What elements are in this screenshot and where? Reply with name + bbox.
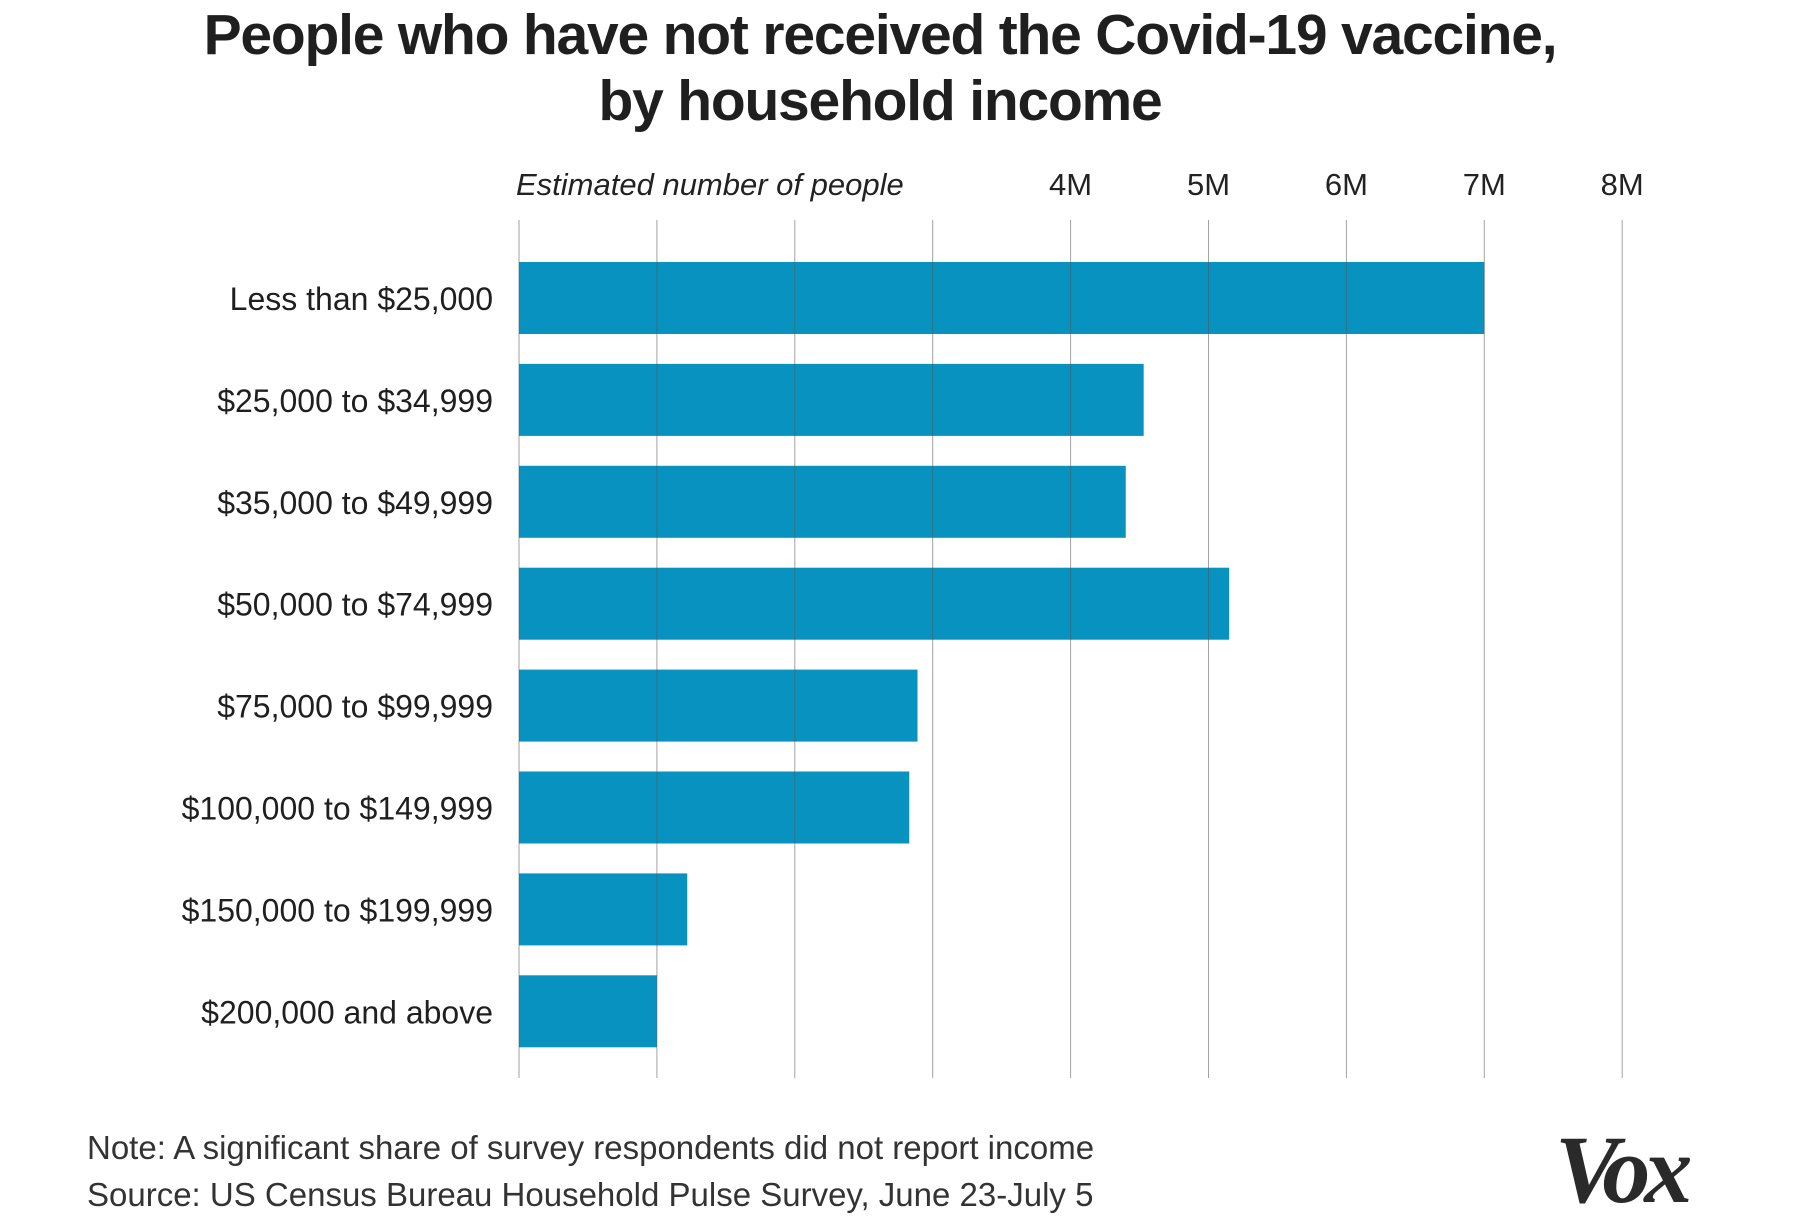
vox-logo: Vox bbox=[1555, 1116, 1692, 1223]
chart-title-line-1: People who have not received the Covid-1… bbox=[203, 3, 1558, 67]
chart-title: People who have not received the Covid-1… bbox=[0, 2, 1760, 134]
category-label-2: $35,000 to $49,999 bbox=[217, 485, 493, 521]
chart-title-line-2: by household income bbox=[598, 69, 1162, 133]
label-layer: Less than $25,000 $25,000 to $34,999 $35,0… bbox=[182, 167, 1644, 1030]
category-label-3: $50,000 to $74,999 bbox=[217, 587, 493, 623]
bar-4 bbox=[519, 669, 918, 742]
category-label-7: $200,000 and above bbox=[201, 994, 493, 1030]
bar-2 bbox=[519, 465, 1126, 538]
tick-label-3: 7M bbox=[1463, 167, 1506, 202]
grid-layer bbox=[518, 220, 1623, 1078]
tick-label-2: 6M bbox=[1325, 167, 1368, 202]
axis-label: Estimated number of people bbox=[516, 167, 904, 202]
bar-7 bbox=[519, 975, 657, 1048]
bar-6 bbox=[519, 873, 688, 946]
tick-label-1: 5M bbox=[1187, 167, 1230, 202]
category-label-0: Less than $25,000 bbox=[230, 281, 493, 317]
bar-5 bbox=[519, 771, 910, 844]
bar-1 bbox=[519, 363, 1144, 436]
tick-label-4: 8M bbox=[1601, 167, 1644, 202]
bar-3 bbox=[519, 567, 1230, 640]
footer-source: Source: US Census Bureau Household Pulse… bbox=[87, 1176, 1094, 1213]
category-label-4: $75,000 to $99,999 bbox=[217, 689, 493, 725]
footer-note: Note: A significant share of survey resp… bbox=[87, 1129, 1095, 1166]
tick-label-0: 4M bbox=[1049, 167, 1092, 202]
category-label-6: $150,000 to $199,999 bbox=[182, 892, 493, 928]
bar-0 bbox=[519, 262, 1485, 334]
bar-layer bbox=[519, 262, 1485, 1048]
category-label-1: $25,000 to $34,999 bbox=[217, 383, 493, 419]
category-label-5: $100,000 to $149,999 bbox=[182, 791, 493, 827]
